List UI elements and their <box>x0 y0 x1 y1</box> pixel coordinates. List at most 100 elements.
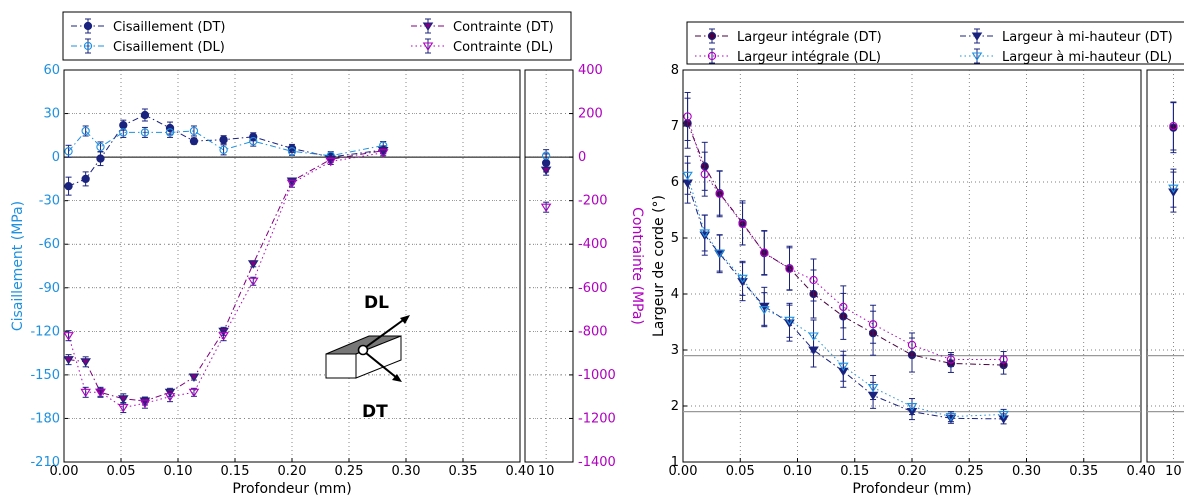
legend-label: Cisaillement (DT) <box>113 20 226 35</box>
inset-data-point <box>540 166 552 176</box>
data-point <box>96 142 105 152</box>
data-point <box>80 358 91 367</box>
data-point <box>287 147 297 156</box>
inset-x-tick-label: 10 <box>538 464 555 479</box>
data-point <box>64 181 73 191</box>
y2-tick-label: 200 <box>578 107 603 122</box>
data-point <box>700 170 709 179</box>
x-tick-label: 0.35 <box>449 464 478 479</box>
block-side-face <box>355 335 402 379</box>
dl-arrow-line <box>365 317 407 348</box>
y-tick-label: 4 <box>671 287 679 302</box>
data-point <box>286 179 298 189</box>
data-point <box>715 189 724 198</box>
y-tick-label: 0 <box>52 150 60 165</box>
data-point <box>868 320 878 329</box>
series-line-0 <box>687 123 1004 366</box>
inset-data-point <box>1169 121 1178 131</box>
block-front-face <box>325 353 357 379</box>
data-point <box>96 154 105 163</box>
data-point <box>377 149 389 158</box>
data-point <box>325 157 337 167</box>
x-tick-label: 0.30 <box>392 464 421 479</box>
data-point <box>165 128 175 137</box>
legend-marker <box>422 22 434 31</box>
legend-marker <box>422 42 434 51</box>
x-tick-label: 0.05 <box>726 464 755 479</box>
data-point <box>117 395 129 404</box>
y-tick-label: 6 <box>671 175 679 190</box>
data-point <box>63 356 74 365</box>
y2-tick-label: -200 <box>578 194 608 209</box>
y-tick-label: 7 <box>671 119 679 134</box>
x-tick-label: 0.40 <box>1127 464 1156 479</box>
data-point <box>737 274 748 284</box>
y-tick-label: 2 <box>671 399 679 414</box>
x-tick-label: 0.30 <box>1012 464 1041 479</box>
inset-plot-frame <box>524 69 574 463</box>
legend-box <box>686 21 1184 65</box>
x-axis-label: Profondeur (mm) <box>232 481 351 497</box>
chart-panel-1: 0.00 0.05 0.10 0.15 0.20 0.25 0.30 0.35 0.40 10 1 2… <box>651 21 1184 497</box>
data-point <box>140 110 150 120</box>
x-tick-label: 0.35 <box>1069 464 1098 479</box>
data-point <box>119 128 128 137</box>
y-tick-label: 1 <box>671 455 679 470</box>
legend-marker <box>83 41 93 51</box>
y2-tick-label: 0 <box>578 150 586 165</box>
legend-marker <box>971 52 983 61</box>
data-point <box>683 112 692 121</box>
y2-tick-label: -1200 <box>578 411 616 426</box>
data-point <box>219 135 228 144</box>
data-point <box>839 302 848 312</box>
y-tick-label: 3 <box>671 343 679 358</box>
legend-label: Largeur intégrale (DT) <box>737 30 882 45</box>
y2-axis-label: Contrainte (MPa) <box>629 207 645 325</box>
y-tick-label: -60 <box>39 237 60 252</box>
x-axis-label: Profondeur (mm) <box>852 481 971 497</box>
data-point <box>249 136 258 146</box>
data-point <box>64 147 73 156</box>
data-point <box>188 373 200 382</box>
legend-marker <box>707 51 717 61</box>
data-point <box>738 219 747 229</box>
data-point <box>247 277 259 287</box>
y-tick-label: 5 <box>671 231 679 246</box>
y2-tick-label: -600 <box>578 281 608 296</box>
series-line-2 <box>687 182 1004 420</box>
legend-marker <box>83 21 93 31</box>
data-point <box>164 393 176 402</box>
data-point <box>247 260 259 269</box>
legend-label: Largeur à mi-hauteur (DL) <box>1002 50 1172 65</box>
dt-arrow-line <box>365 352 398 379</box>
data-point <box>906 403 918 412</box>
y-tick-label: -210 <box>30 455 60 470</box>
x-tick-label: 0.40 <box>506 464 535 479</box>
y-tick-label: 30 <box>43 107 60 122</box>
data-point <box>218 332 229 341</box>
x-tick-label: 0.00 <box>50 464 79 479</box>
dl-arrow-head <box>400 315 410 324</box>
x-tick-label: 0.20 <box>278 464 307 479</box>
data-point <box>999 355 1008 364</box>
data-point <box>714 249 725 259</box>
inset-data-point <box>540 203 552 213</box>
data-point <box>946 355 956 364</box>
data-point <box>699 229 711 238</box>
x-tick-label: 0.15 <box>840 464 869 479</box>
data-point <box>80 388 91 398</box>
orientation-diagram: DL DT <box>325 293 410 422</box>
legend-label: Contrainte (DL) <box>453 40 553 55</box>
data-point <box>907 340 917 350</box>
x-tick-label: 0.25 <box>955 464 984 479</box>
y-tick-label: 8 <box>671 63 679 78</box>
legend-label: Largeur intégrale (DL) <box>737 50 881 65</box>
y-axis-label: Cisaillement (MPa) <box>10 201 26 331</box>
dt-label: DT <box>362 402 388 422</box>
legend-box <box>62 11 572 61</box>
data-point <box>759 306 770 315</box>
y-axis-label: Largeur de corde (°) <box>651 195 667 337</box>
data-point <box>81 174 90 184</box>
y-tick-label: 60 <box>43 63 60 78</box>
inset-data-point <box>541 151 551 160</box>
